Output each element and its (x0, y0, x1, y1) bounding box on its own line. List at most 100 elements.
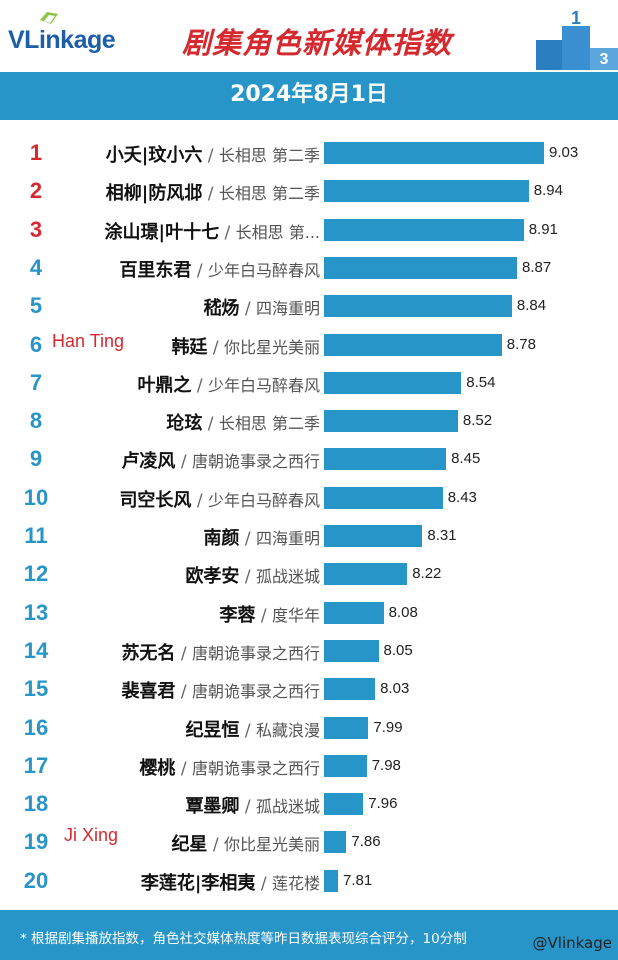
podium-icon: 1 2 3 (536, 8, 618, 70)
score-bar (324, 678, 376, 701)
score-value: 9.03 (549, 144, 579, 161)
rank-number: 4 (29, 254, 43, 280)
drama-title: 孤战迷城 (255, 567, 320, 587)
character-name: 玱玹 (166, 413, 203, 435)
score-value: 8.52 (462, 412, 493, 430)
separator: / (239, 720, 256, 741)
character-name: 李莲花|李相夷 (140, 872, 256, 894)
character-name: 嵇炀 (203, 298, 240, 320)
rank-number: 19 (23, 829, 49, 855)
score-bar (324, 869, 338, 892)
score-value: 7.96 (368, 795, 398, 813)
svg-text:2: 2 (545, 25, 554, 42)
drama-title: 你比星光美丽 (223, 337, 320, 357)
row-label: 嵇炀 / 四海重明 (203, 294, 320, 320)
drama-title: 四海重明 (255, 299, 320, 319)
row-label: 李蓉 / 度华年 (219, 601, 320, 627)
score-value: 8.78 (506, 335, 536, 353)
separator: / (175, 452, 192, 473)
separator: / (191, 375, 208, 396)
drama-title: 私藏浪漫 (255, 720, 320, 740)
english-name-note: Han Ting (52, 330, 125, 351)
row-label: 纪星 / 你比星光美丽 (171, 830, 320, 856)
character-name: 覃墨卿 (185, 796, 240, 818)
rank-number: 1 (29, 140, 43, 165)
header: VLinkage 剧集角色新媒体指数 1 2 3 (0, 0, 618, 70)
row-label: 欧孝安 / 孤战迷城 (185, 562, 320, 588)
svg-text:3: 3 (600, 51, 609, 68)
separator: / (255, 605, 272, 626)
character-name: 司空长风 (119, 489, 192, 511)
rank-number: 8 (29, 408, 43, 434)
row-label: 韩廷 / 你比星光美丽 (171, 333, 320, 359)
separator: / (175, 682, 192, 703)
row-label: 裴喜君 / 唐朝诡事录之西行 (121, 677, 320, 703)
drama-title: 少年白马醉春风 (207, 260, 320, 280)
score-bar (324, 601, 384, 624)
page-title: 剧集角色新媒体指数 (182, 26, 453, 60)
brand-logo: VLinkage (8, 26, 116, 54)
rank-number: 18 (23, 791, 49, 817)
separator: / (191, 490, 208, 511)
score-value: 8.03 (380, 680, 410, 698)
separator: / (175, 758, 192, 779)
score-value: 7.81 (343, 871, 373, 889)
score-bar (324, 563, 408, 586)
score-value: 8.22 (412, 565, 442, 583)
drama-title: 度华年 (271, 605, 320, 625)
separator: / (219, 222, 236, 243)
score-bar (324, 218, 524, 241)
drama-title: 长相思 第二季 (218, 146, 320, 165)
row-label: 覃墨卿 / 孤战迷城 (185, 792, 320, 818)
score-value: 7.98 (371, 756, 401, 774)
drama-title: 长相思 第二季 (218, 414, 320, 434)
score-value: 8.05 (383, 641, 413, 659)
rank-number: 14 (23, 637, 49, 663)
score-bar (324, 256, 517, 279)
rank-number: 2 (29, 178, 43, 204)
score-bar (324, 486, 443, 509)
drama-title: 长相思 第二季 (218, 184, 320, 204)
score-value: 8.94 (533, 182, 563, 200)
row-label: 樱桃 / 唐朝诡事录之西行 (139, 754, 320, 780)
character-name: 叶鼎之 (137, 374, 192, 396)
drama-title: 唐朝诡事录之西行 (191, 682, 320, 702)
separator: / (202, 414, 219, 435)
character-name: 欧孝安 (185, 566, 240, 588)
rank-number: 15 (23, 676, 49, 702)
row-label: 卢凌风 / 唐朝诡事录之西行 (121, 447, 320, 473)
drama-title: 少年白马醉春风 (207, 490, 320, 510)
character-name: 韩廷 (171, 336, 208, 358)
separator: / (239, 567, 256, 588)
separator: / (255, 873, 272, 894)
rank-number: 13 (23, 599, 49, 625)
drama-title: 唐朝诡事录之西行 (191, 758, 320, 778)
row-label: 百里东君 / 少年白马醉春风 (119, 256, 320, 282)
separator: / (202, 184, 219, 205)
rank-number: 9 (29, 446, 43, 472)
drama-title: 四海重明 (255, 529, 320, 548)
score-value: 8.08 (388, 603, 418, 621)
score-bar (324, 333, 502, 356)
rank-number: 12 (23, 561, 49, 587)
character-name: 小夭|玟小六 (105, 145, 203, 166)
score-value: 8.91 (528, 220, 558, 238)
score-bar (324, 754, 367, 777)
character-name: 南颜 (203, 528, 240, 549)
rank-number: 16 (23, 714, 49, 740)
score-bar (324, 639, 379, 662)
score-value: 8.54 (466, 373, 496, 391)
rank-number: 17 (23, 752, 49, 778)
character-name: 涂山璟|叶十七 (104, 221, 220, 243)
score-bar (324, 180, 529, 203)
score-bar (324, 716, 369, 739)
score-bar (324, 371, 462, 394)
watermark: @Vlinkage (532, 934, 612, 952)
row-label: 李莲花|李相夷 / 莲花楼 (141, 869, 320, 895)
separator: / (239, 529, 256, 549)
separator: / (207, 337, 224, 358)
character-name: 苏无名 (121, 642, 176, 664)
date-banner: 2024年8月1日 (0, 72, 618, 118)
drama-title: 长相思 第... (235, 222, 320, 242)
score-value: 8.87 (522, 258, 552, 276)
